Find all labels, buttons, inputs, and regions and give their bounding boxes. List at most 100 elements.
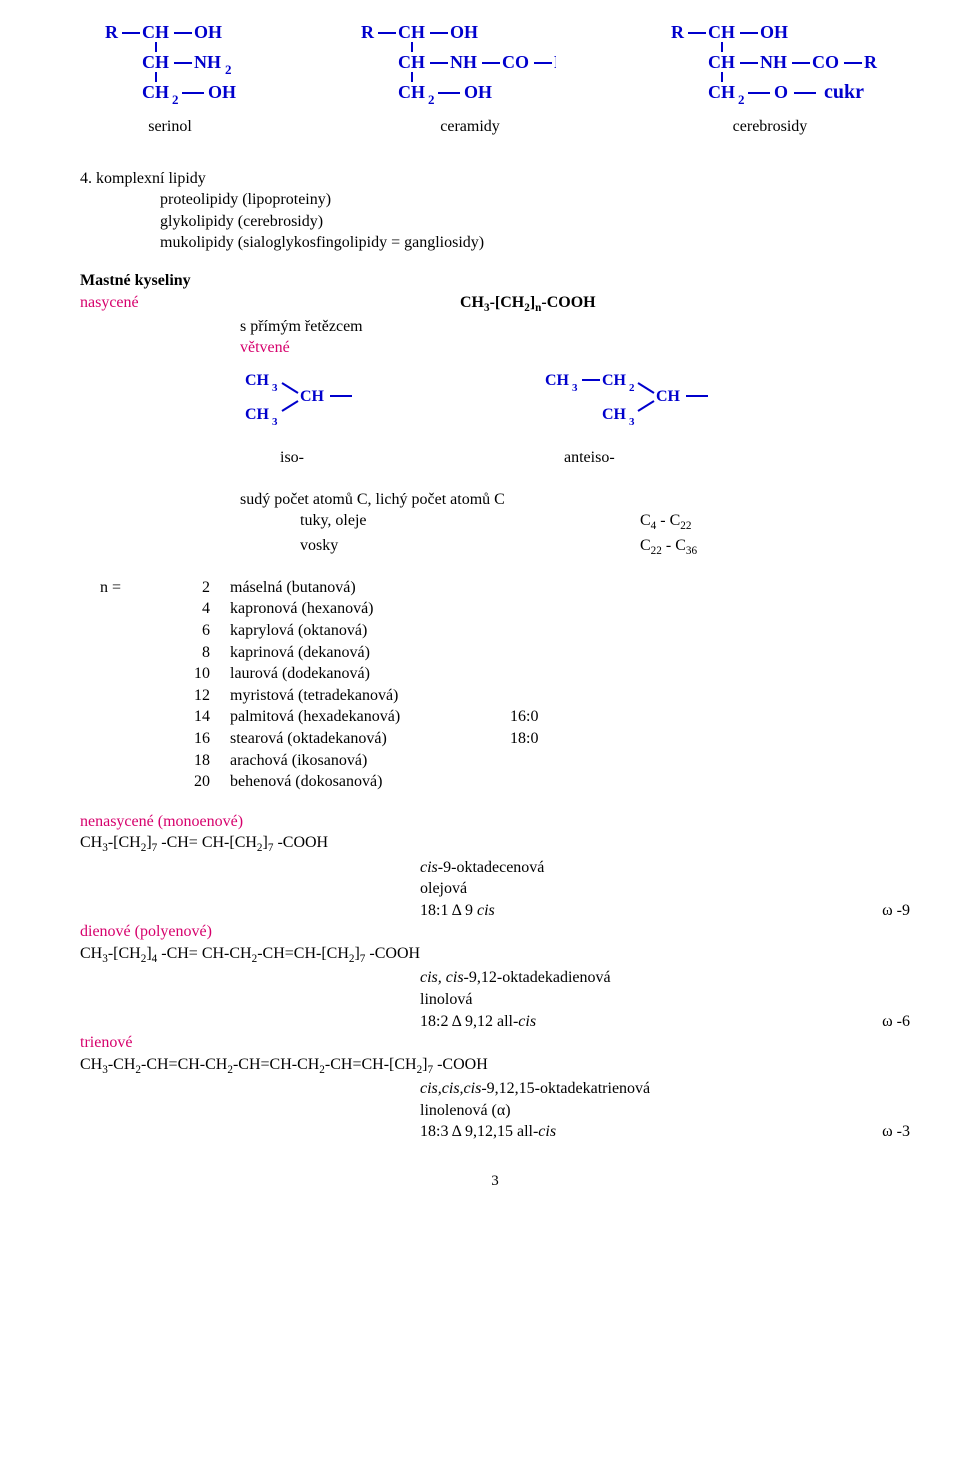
svg-text:OH: OH xyxy=(450,22,478,42)
fatty-acid-table: n =2máselná (butanová) 4kapronová (hexan… xyxy=(100,577,910,793)
page-number: 3 xyxy=(80,1171,910,1191)
svg-text:2: 2 xyxy=(225,62,232,77)
svg-text:3: 3 xyxy=(629,416,635,428)
fa-row-1: 4kapronová (hexanová) xyxy=(100,598,910,620)
svg-text:OH: OH xyxy=(194,22,222,42)
fa-row-8: 18arachová (ikosanová) xyxy=(100,750,910,772)
svg-text:CH: CH xyxy=(708,52,735,72)
di-omega-row: 18:2 Δ 9,12 all-cis ω -6 xyxy=(80,1011,910,1033)
count-r-1: C22 - C36 xyxy=(640,535,697,559)
svg-text:CH: CH xyxy=(142,82,169,102)
count-header: sudý počet atomů C, lichý počet atomů C xyxy=(240,489,910,511)
svg-text:CH: CH xyxy=(142,52,169,72)
count-l-1: vosky xyxy=(240,535,640,559)
fa-row-4: 10laurová (dodekanová) xyxy=(100,663,910,685)
svg-text:2: 2 xyxy=(629,382,635,394)
vetvene-label: větvené xyxy=(240,337,910,359)
tri-name-b: linolenová (α) xyxy=(420,1100,910,1122)
label-ceramidy: ceramidy xyxy=(380,116,560,138)
svg-text:CH: CH xyxy=(398,52,425,72)
anteiso-label: anteiso- xyxy=(564,447,615,469)
structure-ceramidy: R CH OH CH NH CO R CH2 OH xyxy=(356,20,556,110)
label-cerebrosidy: cerebrosidy xyxy=(680,116,860,138)
fa-prefix: n = xyxy=(100,577,160,599)
svg-text:NH: NH xyxy=(450,52,477,72)
svg-text:2: 2 xyxy=(738,92,745,107)
svg-text:3: 3 xyxy=(272,382,278,394)
svg-text:CH: CH xyxy=(245,406,270,423)
svg-text:R: R xyxy=(105,22,119,42)
svg-text:CH: CH xyxy=(142,22,169,42)
sec4-item-2: mukolipidy (sialoglykosfingolipidy = gan… xyxy=(160,232,910,254)
svg-text:cukr: cukr xyxy=(824,81,864,103)
count-l-0: tuky, oleje xyxy=(240,510,640,534)
svg-text:R: R xyxy=(361,22,375,42)
count-r-0: C4 - C22 xyxy=(640,510,691,534)
tri-omega-row: 18:3 Δ 9,12,15 all-cis ω -3 xyxy=(80,1121,910,1143)
svg-text:CH: CH xyxy=(602,406,627,423)
svg-text:R: R xyxy=(554,52,556,72)
svg-text:CO: CO xyxy=(812,52,839,72)
svg-text:CH: CH xyxy=(602,372,627,389)
label-serinol: serinol xyxy=(80,116,260,138)
fa-row-0: n =2máselná (butanová) xyxy=(100,577,910,599)
svg-text:NH: NH xyxy=(194,52,221,72)
dienove-heading: dienové (polyenové) xyxy=(80,921,910,943)
saturated-formula: CH3-[CH2]n-COOH xyxy=(460,292,596,316)
svg-text:R: R xyxy=(864,52,878,72)
di-name-a: cis, cis-9,12-oktadekadienová xyxy=(420,967,910,989)
di-omega: ω -6 xyxy=(871,1011,910,1033)
svg-text:CH: CH xyxy=(398,22,425,42)
svg-text:2: 2 xyxy=(172,92,179,107)
svg-text:NH: NH xyxy=(760,52,787,72)
tri-code: 18:3 Δ 9,12,15 all-cis xyxy=(420,1121,871,1143)
svg-text:OH: OH xyxy=(760,22,788,42)
iso-labels-row: iso- anteiso- xyxy=(280,447,910,469)
svg-text:CH: CH xyxy=(398,82,425,102)
svg-text:CH: CH xyxy=(708,82,735,102)
mono-code: 18:1 Δ 9 cis xyxy=(420,900,871,922)
fa-row-2: 6kaprylová (oktanová) xyxy=(100,620,910,642)
svg-text:CO: CO xyxy=(502,52,529,72)
mono-omega-row: 18:1 Δ 9 cis ω -9 xyxy=(80,900,910,922)
mono-name-b: olejová xyxy=(420,878,910,900)
sec4-item-1: glykolipidy (cerebrosidy) xyxy=(160,211,910,233)
tri-omega: ω -3 xyxy=(871,1121,910,1143)
iso-label: iso- xyxy=(280,447,304,469)
structures-row: R CH OH CH NH2 CH2 OH R CH OH CH NH CO R… xyxy=(80,20,910,110)
nasycene-label: nasycené xyxy=(80,292,460,316)
di-name-b: linolová xyxy=(420,989,910,1011)
tri-name-a: cis,cis,cis-9,12,15-oktadekatrienová xyxy=(420,1078,910,1100)
svg-text:R: R xyxy=(671,22,685,42)
svg-text:3: 3 xyxy=(272,416,278,428)
structure-cerebrosidy: R CH OH CH NH CO R CH2 O cukr xyxy=(666,20,910,110)
trienove-heading: trienové xyxy=(80,1032,910,1054)
iso-structure: CH3 CH CH3 xyxy=(240,369,360,429)
svg-text:CH: CH xyxy=(545,372,570,389)
fa-row-7: 16stearová (oktadekanová)18:0 xyxy=(100,728,910,750)
tri-formula: CH3-CH2-CH=CH-CH2-CH=CH-CH2-CH=CH-[CH2]7… xyxy=(80,1054,910,1078)
di-code: 18:2 Δ 9,12 all-cis xyxy=(420,1011,871,1033)
section-4-title: 4. komplexní lipidy xyxy=(80,168,910,190)
count-row-1: vosky C22 - C36 xyxy=(240,535,910,559)
structure-serinol: R CH OH CH NH2 CH2 OH xyxy=(80,20,246,110)
fa-row-6: 14palmitová (hexadekanová)16:0 xyxy=(100,706,910,728)
mono-formula: CH3-[CH2]7 -CH= CH-[CH2]7 -COOH xyxy=(80,832,910,856)
fa-row-9: 20behenová (dokosanová) xyxy=(100,771,910,793)
fa-row-3: 8kaprinová (dekanová) xyxy=(100,642,910,664)
di-formula: CH3-[CH2]4 -CH= CH-CH2-CH=CH-[CH2]7 -COO… xyxy=(80,943,910,967)
svg-text:3: 3 xyxy=(572,382,578,394)
svg-text:O: O xyxy=(774,82,788,102)
structure-labels: serinol ceramidy cerebrosidy xyxy=(80,116,910,138)
svg-text:2: 2 xyxy=(428,92,435,107)
anteiso-structure: CH3 CH2 CH CH3 xyxy=(540,369,710,429)
count-row-0: tuky, oleje C4 - C22 xyxy=(240,510,910,534)
svg-text:CH: CH xyxy=(300,388,325,405)
fa-row-5: 12myristová (tetradekanová) xyxy=(100,685,910,707)
primym-label: s přímým řetězcem xyxy=(240,316,910,338)
nenasycene-heading: nenasycené (monoenové) xyxy=(80,811,910,833)
svg-text:CH: CH xyxy=(708,22,735,42)
mono-omega: ω -9 xyxy=(871,900,910,922)
svg-text:CH: CH xyxy=(656,388,681,405)
svg-text:OH: OH xyxy=(208,82,236,102)
